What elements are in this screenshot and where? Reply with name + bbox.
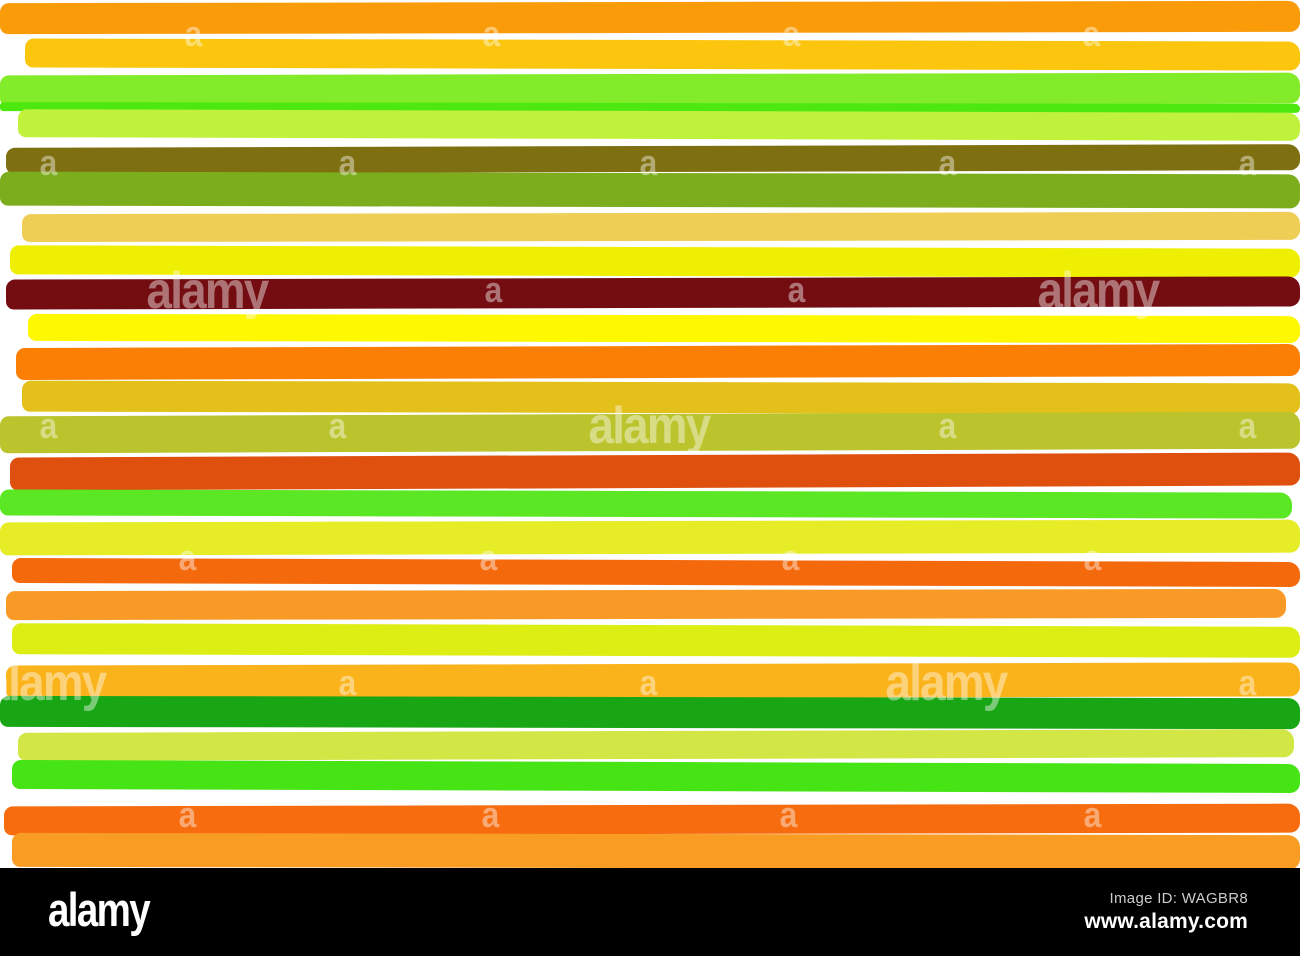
stripe xyxy=(27,313,1300,344)
stripe xyxy=(0,695,1300,730)
stripe xyxy=(0,519,1300,556)
stripe xyxy=(11,832,1300,870)
stripe xyxy=(3,803,1300,836)
stripe xyxy=(11,557,1300,588)
stripe xyxy=(21,380,1300,415)
stripe xyxy=(5,662,1300,700)
footer-meta: Image ID: WAGBR8 www.alamy.com xyxy=(1084,890,1248,934)
stripe xyxy=(11,623,1300,658)
stripe xyxy=(5,276,1300,310)
stripe xyxy=(0,0,1300,35)
stripe xyxy=(11,759,1300,794)
stripe xyxy=(5,588,1287,621)
alamy-footer-bar: alamy Image ID: WAGBR8 www.alamy.com xyxy=(0,868,1300,956)
stripe xyxy=(0,489,1293,519)
stripe xyxy=(9,452,1300,491)
alamy-url: www.alamy.com xyxy=(1084,910,1248,933)
stripe xyxy=(5,144,1300,174)
stripe xyxy=(24,38,1300,71)
stripe xyxy=(17,729,1295,761)
image-id-label: Image ID: WAGBR8 xyxy=(1109,890,1248,907)
stripe xyxy=(17,109,1300,141)
alamy-logo: alamy xyxy=(48,882,151,936)
stripe xyxy=(0,72,1300,107)
stripe xyxy=(15,343,1300,381)
stripe xyxy=(9,245,1300,278)
stripe xyxy=(0,411,1300,454)
stripe xyxy=(21,211,1300,243)
stripe xyxy=(0,171,1300,209)
